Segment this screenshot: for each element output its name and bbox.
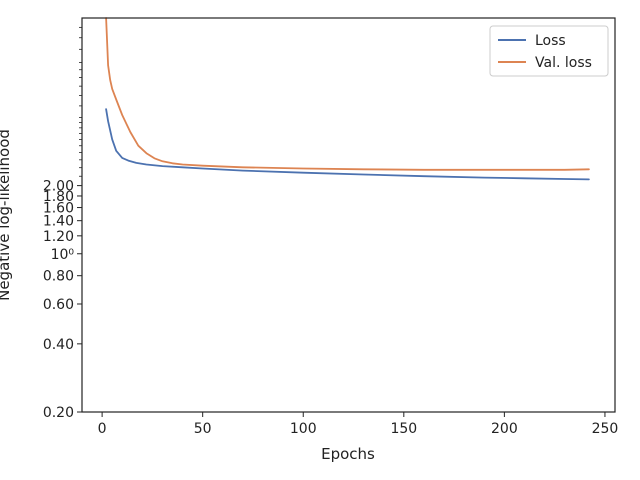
y-tick-label: 1.40 [43,214,74,230]
legend-box [489,25,609,77]
y-axis-label: Negative log-likelihood [0,129,13,301]
x-tick-label: 150 [390,421,417,437]
plot-frame [81,17,616,413]
x-tick-label: 100 [290,421,317,437]
x-tick-label: 250 [592,421,619,437]
series-line-1 [105,17,590,171]
y-tick-label: 2.00 [43,179,74,195]
x-tick-label: 0 [98,421,107,437]
series-line-0 [105,108,590,181]
y-tick-label: 1.80 [43,189,74,205]
x-axis-label: Epochs [321,445,375,463]
y-tick-label: 1.60 [43,201,74,217]
legend-label-1: Val. loss [535,55,592,71]
y-tick-label: 0.60 [43,297,74,313]
legend-label-0: Loss [535,33,566,49]
axes-layer: 0 50 100 150 200 2500.200.400.600.8010⁰1.201.… [43,17,619,437]
x-tick-label: 50 [194,421,212,437]
x-tick-label: 200 [491,421,518,437]
series-layer [105,17,590,181]
y-tick-label: 0.40 [43,337,74,353]
y-tick-label: 0.80 [43,269,74,285]
y-tick-label: 10⁰ [51,247,75,263]
y-tick-label: 0.20 [43,405,74,421]
y-tick-label: 1.20 [43,229,74,245]
legend: Loss Val. loss [489,25,609,77]
